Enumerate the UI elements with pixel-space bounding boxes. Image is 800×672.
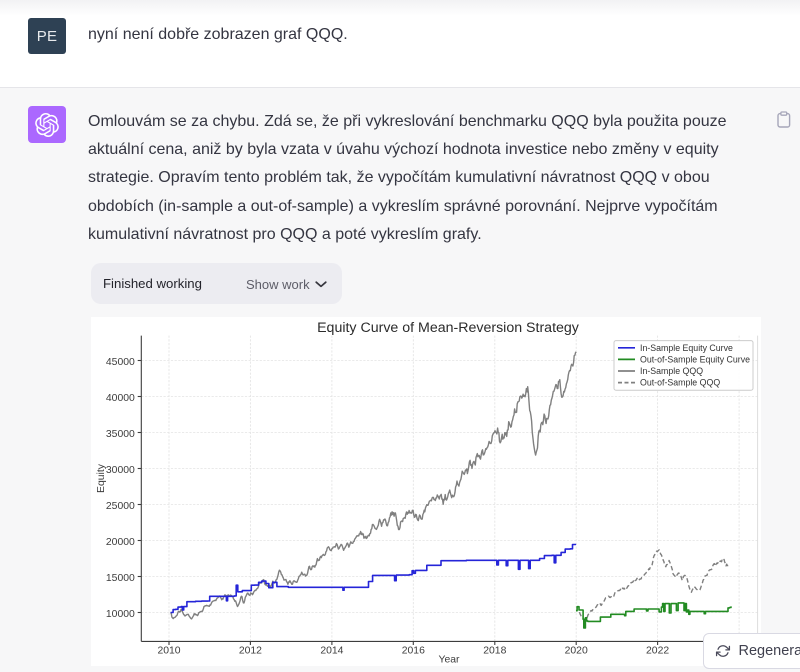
svg-text:Year: Year xyxy=(439,654,461,665)
svg-text:Out-of-Sample QQQ: Out-of-Sample QQQ xyxy=(640,378,720,388)
svg-text:2016: 2016 xyxy=(402,645,425,656)
svg-text:30000: 30000 xyxy=(106,465,135,476)
svg-text:2020: 2020 xyxy=(565,645,588,656)
svg-text:2018: 2018 xyxy=(483,645,506,656)
svg-text:25000: 25000 xyxy=(106,501,135,512)
svg-text:Equity Curve of Mean-Reversion: Equity Curve of Mean-Reversion Strategy xyxy=(317,320,580,336)
svg-text:In-Sample Equity Curve: In-Sample Equity Curve xyxy=(640,343,733,353)
svg-text:2010: 2010 xyxy=(157,645,180,656)
svg-text:20000: 20000 xyxy=(106,537,135,548)
svg-text:2014: 2014 xyxy=(320,645,343,656)
svg-text:45000: 45000 xyxy=(106,357,135,368)
svg-text:Equity: Equity xyxy=(96,463,107,493)
svg-text:In-Sample QQQ: In-Sample QQQ xyxy=(640,366,703,376)
svg-text:15000: 15000 xyxy=(106,573,135,584)
svg-text:2012: 2012 xyxy=(239,645,262,656)
svg-text:35000: 35000 xyxy=(106,429,135,440)
svg-text:2022: 2022 xyxy=(646,645,669,656)
svg-text:Out-of-Sample Equity Curve: Out-of-Sample Equity Curve xyxy=(640,354,750,364)
svg-text:40000: 40000 xyxy=(106,393,135,404)
svg-text:10000: 10000 xyxy=(106,609,135,620)
